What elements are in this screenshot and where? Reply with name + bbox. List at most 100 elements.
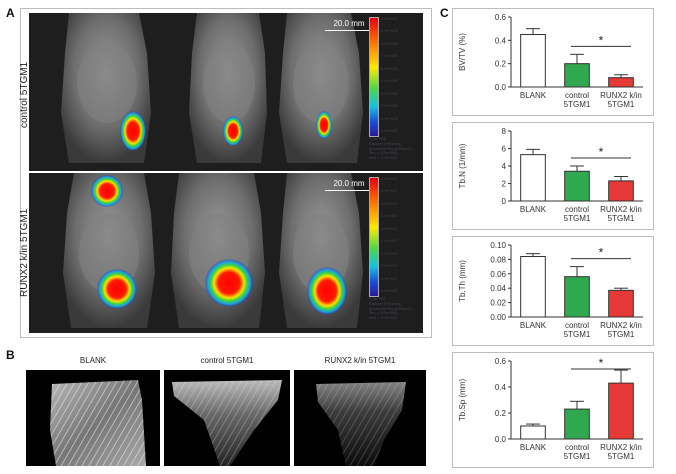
mouse-images-runx2 <box>63 173 363 328</box>
colorbar-tick-label: 8.0e+006 <box>381 40 398 46</box>
signal-7 <box>307 267 347 315</box>
colorbar-note-line: (p/sec/cm²/sr)/(µW/cm²) <box>369 145 412 151</box>
signal-6 <box>205 259 253 307</box>
colorbar-tick-label: 1.0e+007 <box>381 16 398 21</box>
y-tick-label: 0.04 <box>490 284 506 293</box>
panel-c-letter: C <box>440 6 449 20</box>
signal-2 <box>223 116 243 146</box>
y-tick-label: 0.2 <box>495 409 507 418</box>
chart-box-bvtv: BV/TV (%) 0.0 0.2 0.4 0.6 BLANK control 5TGM1 RU… <box>452 8 654 116</box>
colorbar-note-line: Min = 5.0e+006 <box>369 310 397 316</box>
panel-b-letter: B <box>6 348 15 362</box>
y-tick-label: 4 <box>502 162 507 171</box>
colorbar-tick-label: 3.5e+007 <box>381 213 398 219</box>
colorbar-bottom <box>369 177 379 297</box>
x-tick-label: 5TGM1 <box>608 452 635 461</box>
colorbar-tick-label: 4.5e+007 <box>381 188 398 194</box>
colorbar-tick-label: 2.0e+006 <box>381 115 398 121</box>
colorbar-tick-label: 4.0e+007 <box>381 200 398 206</box>
x-tick-label: control <box>565 443 589 452</box>
colorbar-tick-label: 2.0e+007 <box>381 250 398 256</box>
y-tick-label: 0.6 <box>495 357 507 366</box>
x-tick-label: BLANK <box>520 443 547 452</box>
ct-image-blank <box>26 370 160 466</box>
x-tick-label: 5TGM1 <box>608 100 635 109</box>
ivis-image-control: 20.0 mm <box>29 13 423 171</box>
mouse-images-control <box>61 13 363 163</box>
colorbar-tick-label: 6.0e+006 <box>381 65 398 71</box>
ct-label-runx2: RUNX2 k/in 5TGM1 <box>324 356 396 365</box>
y-tick-label: 0.10 <box>490 241 506 250</box>
x-tick-label: control <box>565 321 589 330</box>
bar <box>520 154 546 202</box>
bar <box>564 63 590 88</box>
y-tick-label: 0.02 <box>490 299 506 308</box>
colorbar-tick-label: 5.0e+007 <box>381 176 398 181</box>
bar <box>520 425 546 440</box>
colorbar-top <box>369 17 379 137</box>
colorbar-tick-label: 2.5e+007 <box>381 238 398 244</box>
signal-1 <box>120 111 146 151</box>
x-tick-label: 5TGM1 <box>608 330 635 339</box>
bar <box>520 34 546 88</box>
bar <box>520 256 546 318</box>
colorbar-note-line: Min = 1.0e+006 <box>369 150 397 156</box>
bar <box>564 276 590 318</box>
x-tick-label: RUNX2 k/in <box>600 443 642 452</box>
colorbar-note-line: Max = 5.0e+007 <box>369 315 398 321</box>
y-axis-label: Tb.Sp (mm) <box>458 379 467 422</box>
colorbar-note-line: Max = 1.0e+007 <box>369 155 398 161</box>
mouse-5 <box>171 173 265 328</box>
y-tick-label: 0.08 <box>490 255 506 264</box>
y-tick-label: 0.0 <box>495 83 507 92</box>
bar <box>564 408 590 440</box>
x-tick-label: RUNX2 k/in <box>600 91 642 100</box>
x-tick-label: control <box>565 91 589 100</box>
colorbar-tick-label: 1.5e+007 <box>381 263 398 269</box>
significance-star: * <box>599 33 604 47</box>
scale-bar-top: 20.0 mm <box>325 19 373 31</box>
chart-tbth: Tb.Th (mm) 0.00 0.02 0.04 0.06 0.08 0.10 BLANK c… <box>458 241 643 339</box>
bar <box>608 77 634 88</box>
mouse-2 <box>189 13 267 163</box>
chart-box-tbn: Tb.N (1/mm) 0 2 4 6 8 BLANK control 5TGM1 RUNX2 k… <box>452 122 654 230</box>
y-tick-label: 0.0 <box>495 435 507 444</box>
y-axis-label: BV/TV (%) <box>458 33 467 71</box>
chart-box-tbsp: Tb.Sp (mm) 0.0 0.2 0.4 0.6 BLANK control 5TGM1 R… <box>452 352 654 468</box>
x-tick-label: BLANK <box>520 321 547 330</box>
colorbar-tick-label: 7.0e+006 <box>381 53 398 59</box>
colorbar-tick-label: 4.0e+006 <box>381 90 398 96</box>
colorbar-note-line: Radiant Efficiency <box>369 300 401 306</box>
bar <box>608 180 634 202</box>
x-tick-label: 5TGM1 <box>564 452 591 461</box>
mouse-3 <box>279 13 363 163</box>
ct-label-blank: BLANK <box>79 356 107 365</box>
ct-label-control: control 5TGM1 <box>200 356 254 365</box>
bar <box>608 382 634 440</box>
x-tick-label: 5TGM1 <box>564 100 591 109</box>
x-tick-label: 5TGM1 <box>564 214 591 223</box>
y-tick-label: 0.06 <box>490 270 506 279</box>
colorbar-tick-label: 5.0e+006 <box>381 78 398 84</box>
colorbar-top-note: 1.0e+006 Radiant Efficiency (p/sec/cm²/sr)… <box>369 136 424 161</box>
colorbar-note-line: 5.0e+007 <box>369 296 386 301</box>
signal-4 <box>91 175 123 207</box>
y-tick-label: 0.4 <box>495 383 507 392</box>
chart-box-tbth: Tb.Th (mm) 0.00 0.02 0.04 0.06 0.08 0.10 BLANK c… <box>452 236 654 346</box>
y-tick-label: 8 <box>502 127 507 136</box>
y-axis-label: Tb.N (1/mm) <box>458 143 467 188</box>
ivis-image-runx2: 20.0 mm <box>29 173 423 333</box>
signal-3 <box>316 111 332 139</box>
colorbar-bottom-note: 5.0e+007 Radiant Efficiency (p/sec/cm²/sr)… <box>369 296 424 321</box>
x-tick-label: BLANK <box>520 91 547 100</box>
colorbar-tick-label: 3.0e+007 <box>381 225 398 231</box>
colorbar-tick-label: 9.0e+006 <box>381 28 398 34</box>
significance-star: * <box>599 246 604 260</box>
x-tick-label: BLANK <box>520 205 547 214</box>
ct-image-runx2 <box>294 370 426 466</box>
y-tick-label: 0.4 <box>495 36 507 45</box>
panel-b: BLANK control 5TGM1 RUNX2 k/in 5TGM1 <box>20 348 432 466</box>
